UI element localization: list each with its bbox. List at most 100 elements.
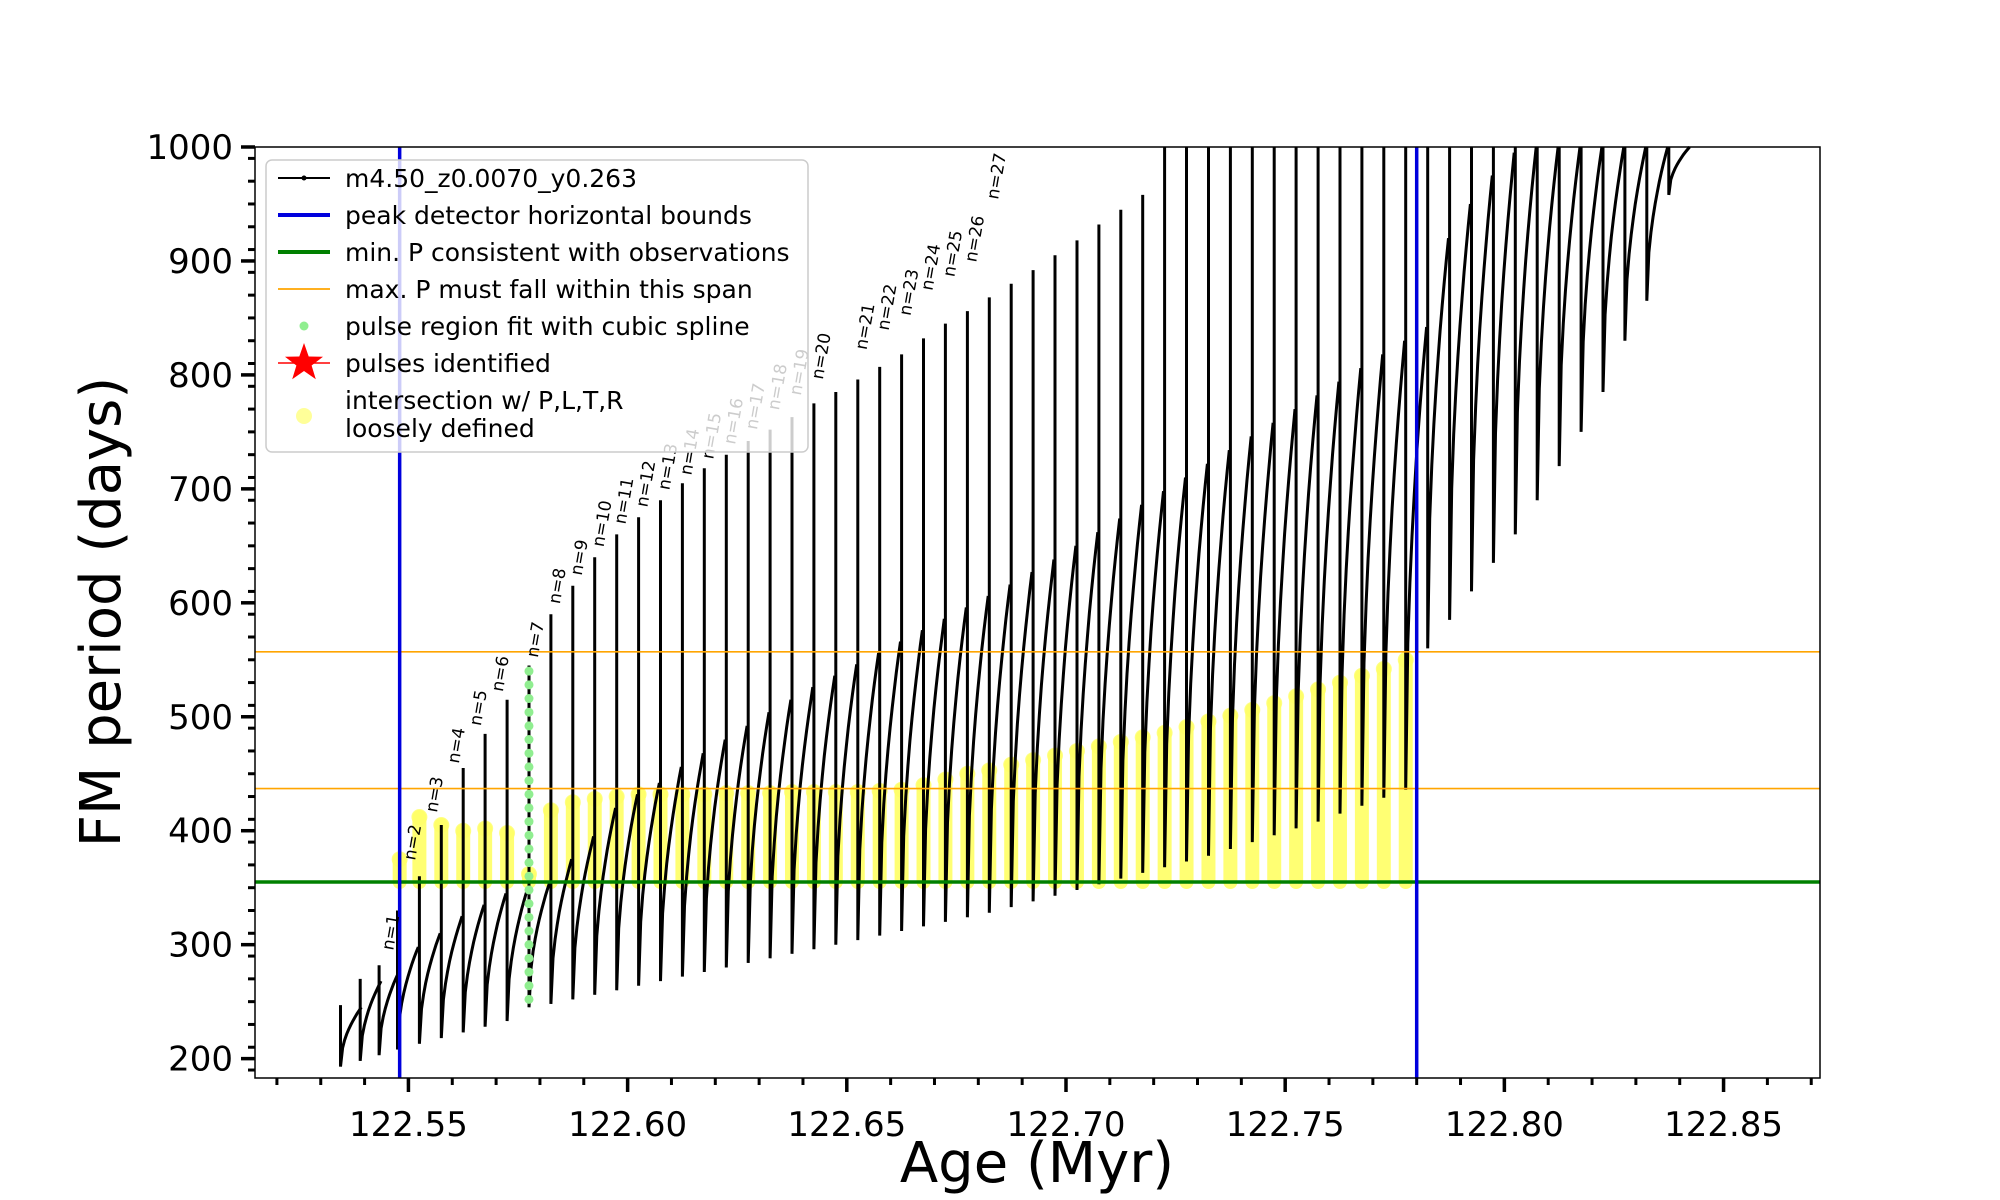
track-pulse-30	[965, 311, 990, 918]
legend-label-1: m4.50_z0.0070_y0.263	[345, 164, 637, 193]
track-pulse-41	[1207, 147, 1231, 856]
track-pulse-27	[900, 354, 924, 932]
spline-point	[524, 926, 534, 936]
track-pulse-20	[746, 441, 771, 963]
track-pulse-2	[358, 978, 383, 1062]
y-tick-label: 700	[168, 470, 233, 510]
legend-handle-1-dot	[301, 175, 307, 181]
pulse-label-7: n=7	[523, 620, 549, 659]
spline-point	[524, 871, 534, 881]
track-pulse-51	[1426, 147, 1450, 649]
cubic-spline-layer	[524, 666, 534, 1004]
legend-handle-5	[299, 321, 309, 331]
track-pulse-60	[1623, 146, 1648, 341]
track-pulse-28	[922, 338, 946, 927]
track-pulse-14	[615, 534, 639, 991]
track-pulse-62	[1667, 146, 1691, 196]
spline-point	[524, 680, 534, 690]
model-track-layer	[339, 146, 1691, 1067]
spline-point	[524, 858, 534, 868]
pulse-label-3: n=3	[422, 775, 448, 814]
spline-point	[524, 721, 534, 731]
track-pulse-47	[1338, 147, 1363, 814]
legend-label-7-line2: loosely defined	[345, 414, 535, 443]
legend-label-4: max. P must fall within this span	[345, 275, 753, 304]
track-pulse-45	[1294, 147, 1319, 829]
y-tick-label: 400	[168, 812, 233, 852]
axes	[254, 146, 1821, 1079]
legend-box	[265, 159, 809, 453]
pulse-label-27: n=27	[983, 151, 1011, 200]
pulse-label-26: n=26	[961, 214, 989, 263]
spline-point	[524, 912, 534, 922]
y-tick-label: 900	[168, 242, 233, 282]
x-axis-label: Age (Myr)	[900, 1131, 1174, 1196]
y-tick-label: 500	[168, 698, 233, 738]
spline-point	[524, 844, 534, 854]
track-pulse-54	[1491, 147, 1516, 563]
track-pulse-34	[1053, 255, 1078, 896]
spline-point	[524, 899, 534, 909]
track-pulse-37	[1119, 209, 1144, 879]
horizontal-bounds-layer	[255, 651, 1820, 884]
legend-label-6: pulses identified	[345, 349, 551, 378]
spline-point	[524, 940, 534, 950]
x-tick-label: 122.75	[1226, 1105, 1345, 1145]
plot-frame	[254, 146, 1821, 1079]
track-pulse-29	[943, 323, 968, 922]
track-pulse-44	[1272, 147, 1297, 836]
track-pulse-9	[505, 699, 530, 1022]
track-pulse-49	[1382, 147, 1407, 798]
track-pulse-8	[483, 733, 508, 1027]
pulse-label-4: n=4	[444, 726, 470, 765]
track-pulse-39	[1163, 147, 1187, 868]
x-tick-label: 122.65	[787, 1105, 906, 1145]
track-pulse-57	[1557, 146, 1582, 467]
track-pulse-18	[702, 468, 727, 973]
spline-point	[524, 803, 534, 813]
intersection-point-1	[411, 809, 428, 826]
track-pulse-55	[1513, 146, 1538, 535]
y-tick-label: 1000	[146, 128, 233, 168]
legend-label-5: pulse region fit with cubic spline	[345, 312, 750, 341]
track-pulse-26	[878, 366, 902, 936]
track-pulse-25	[856, 379, 881, 941]
x-tick-label: 122.60	[568, 1105, 687, 1145]
spline-point	[524, 735, 534, 745]
spline-point	[524, 817, 534, 827]
track-pulse-6	[439, 825, 464, 1039]
pulse-label-6: n=6	[488, 654, 514, 693]
track-pulse-24	[834, 392, 859, 945]
track-pulse-23	[812, 403, 837, 950]
spline-point	[524, 776, 534, 786]
track-pulse-58	[1579, 146, 1604, 432]
pulse-label-5: n=5	[466, 688, 492, 727]
track-pulse-43	[1250, 147, 1275, 843]
spline-point	[524, 830, 534, 840]
x-tick-label: 122.80	[1445, 1105, 1564, 1145]
track-pulse-17	[680, 483, 705, 977]
spline-point	[524, 694, 534, 704]
spline-point	[524, 953, 534, 963]
track-pulse-56	[1535, 146, 1560, 501]
track-pulse-38	[1141, 194, 1165, 873]
track-pulse-1	[339, 1005, 363, 1067]
track-pulse-32	[1009, 283, 1034, 908]
track-pulse-42	[1228, 147, 1253, 850]
spline-point	[524, 885, 534, 895]
track-pulse-16	[659, 500, 683, 982]
track-pulse-33	[1031, 270, 1056, 902]
track-pulse-40	[1185, 147, 1209, 862]
track-pulse-19	[724, 454, 749, 968]
track-pulse-35	[1075, 240, 1100, 891]
track-pulse-11	[549, 614, 574, 1004]
track-pulse-61	[1645, 146, 1670, 301]
spline-point	[524, 666, 534, 676]
legend-label-3: min. P consistent with observations	[345, 238, 790, 267]
legend-label-2: peak detector horizontal bounds	[345, 201, 752, 230]
y-tick-label: 800	[168, 356, 233, 396]
track-pulse-12	[571, 585, 596, 1000]
y-tick-label: 300	[168, 926, 233, 966]
track-pulse-59	[1601, 146, 1626, 393]
